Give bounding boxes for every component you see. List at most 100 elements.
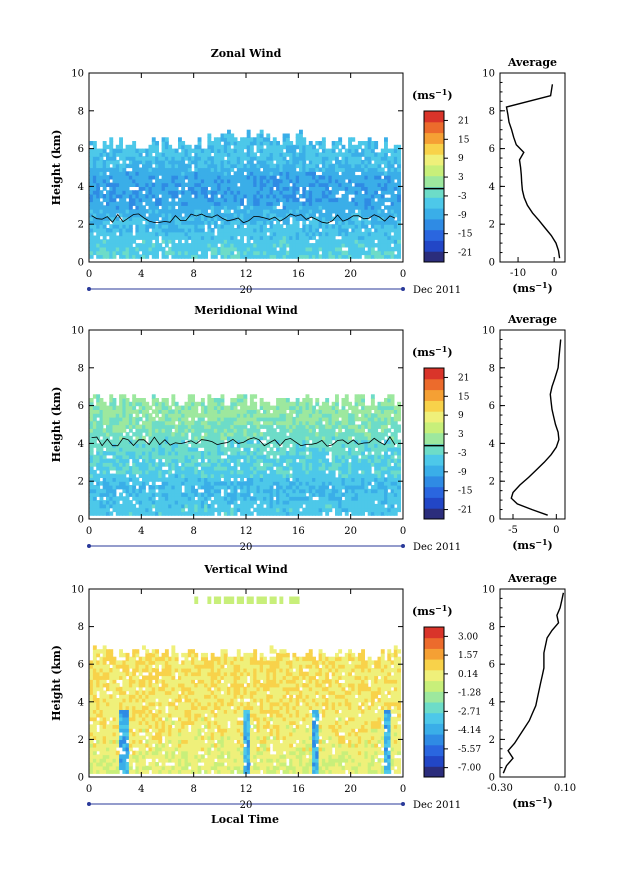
heatmap-cell [100, 190, 104, 194]
heatmap-cell [273, 205, 277, 209]
y-tick-label: 6 [78, 144, 84, 155]
heatmap-cell [312, 406, 316, 410]
heatmap-cell [113, 402, 117, 406]
heatmap-cell [332, 149, 336, 153]
heatmap-cell [371, 247, 375, 251]
heatmap-cell [132, 141, 136, 145]
heatmap-cell [126, 462, 130, 466]
heatmap-cell [93, 141, 97, 145]
heatmap-cell [90, 466, 94, 470]
heatmap-cell [253, 152, 257, 156]
heatmap-cell [201, 402, 205, 406]
heatmap-cell [234, 477, 238, 481]
heatmap-cell [397, 202, 401, 206]
heatmap-cell [276, 141, 280, 145]
heatmap-cell [175, 186, 179, 190]
heatmap-cell [292, 168, 296, 172]
heatmap-cell [227, 462, 231, 466]
heatmap-cell [378, 164, 382, 168]
heatmap-cell [292, 149, 296, 153]
heatmap-cell [152, 496, 156, 500]
average-x-tick-label: 0 [551, 268, 557, 279]
heatmap-cell [263, 447, 267, 451]
heatmap-cell [250, 440, 254, 444]
heatmap-cell [132, 485, 136, 489]
heatmap-cell [155, 149, 159, 153]
heatmap-cell [397, 190, 401, 194]
heatmap-cell [145, 228, 149, 232]
x-tick-label: 20 [344, 269, 357, 280]
heatmap-cell [253, 500, 257, 504]
heatmap-cell [374, 190, 378, 194]
heatmap-cell [296, 398, 300, 402]
heatmap-cell [286, 220, 290, 224]
average-y-tick-label: 2 [489, 220, 495, 231]
heatmap-cell [139, 152, 143, 156]
heatmap-cell [276, 202, 280, 206]
heatmap-cell [234, 183, 238, 187]
heatmap-cell [165, 137, 169, 141]
heatmap-cell [129, 428, 133, 432]
heatmap-cell [201, 459, 205, 463]
x-tick-label: 0 [86, 269, 92, 280]
heatmap-cell [227, 171, 231, 175]
colorbar-tick-label: -15 [458, 230, 473, 240]
heatmap-cell [103, 149, 107, 153]
heatmap-cell [207, 134, 211, 138]
heatmap-cell [217, 209, 221, 213]
heatmap-cell [237, 447, 241, 451]
x-tick-label: 4 [138, 269, 144, 280]
heatmap-cell [100, 398, 104, 402]
day-line-end-marker [401, 287, 405, 291]
colorbar-segment [424, 197, 444, 208]
average-y-tick-label: 0 [489, 258, 495, 269]
heatmap-cell [103, 186, 107, 190]
heatmap-cell [266, 409, 270, 413]
heatmap-cell [201, 224, 205, 228]
heatmap-cell [322, 145, 326, 149]
heatmap-cell [149, 239, 153, 243]
heatmap-cell [260, 145, 264, 149]
heatmap-cell [165, 398, 169, 402]
heatmap-cell [302, 220, 306, 224]
heatmap-cell [142, 205, 146, 209]
heatmap-cell [227, 145, 231, 149]
average-profile-line [507, 84, 560, 258]
heatmap-cell [132, 239, 136, 243]
heatmap-cell [96, 186, 100, 190]
heatmap-cell [260, 134, 264, 138]
heatmap-cell [279, 462, 283, 466]
heatmap-cell [230, 443, 234, 447]
heatmap-cell [312, 428, 316, 432]
heatmap-cell [149, 406, 153, 410]
heatmap-cell [139, 220, 143, 224]
heatmap-cell [168, 145, 172, 149]
heatmap-cell [204, 186, 208, 190]
heatmap-cell [335, 145, 339, 149]
heatmap-cell [240, 202, 244, 206]
heatmap-cell [315, 398, 319, 402]
heatmap-cell [221, 394, 225, 398]
heatmap-cell [397, 232, 401, 236]
heatmap-cell [286, 183, 290, 187]
colorbar-tick-label: 9 [458, 154, 464, 164]
heatmap-cell [139, 202, 143, 206]
heatmap-cell [397, 239, 401, 243]
heatmap-cell [397, 175, 401, 179]
heatmap-cell [325, 186, 329, 190]
heatmap-cell [237, 459, 241, 463]
colorbar-tick-label: 3 [458, 173, 464, 183]
heatmap-cell [325, 459, 329, 463]
colorbar-segment [424, 251, 444, 262]
heatmap-cell [338, 247, 342, 251]
colorbar-segment [424, 219, 444, 230]
heatmap-cell [391, 164, 395, 168]
heatmap-cell [397, 168, 401, 172]
heatmap-cell [364, 224, 368, 228]
heatmap-cell [122, 168, 126, 172]
colorbar-unit-close: ) [447, 89, 452, 102]
heatmap-cell [96, 485, 100, 489]
heatmap-cell [279, 149, 283, 153]
heatmap-cell [198, 137, 202, 141]
heatmap-cell [175, 149, 179, 153]
